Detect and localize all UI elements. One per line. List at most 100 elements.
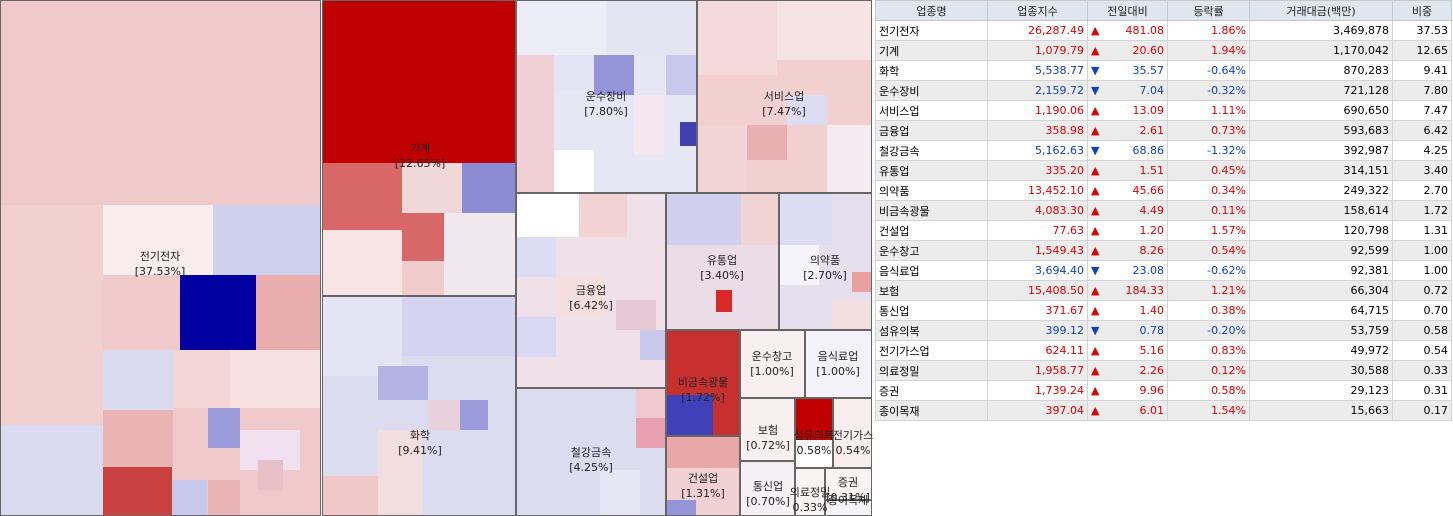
value-cell: 12.65 (1392, 40, 1453, 61)
sector-name-cell: 증권 (875, 380, 988, 401)
value-cell: 0.31 (1392, 380, 1453, 401)
value-cell: 77.63 (987, 220, 1088, 241)
sector-weight: [4.25%] (569, 461, 613, 474)
stock-tile (0, 205, 103, 425)
value-cell: 1.86% (1167, 20, 1251, 41)
value-cell: 6.42 (1392, 120, 1453, 141)
value-cell: 1.51 (1105, 160, 1169, 181)
sector-border (779, 193, 872, 330)
value-cell: ▼ (1087, 140, 1106, 161)
stock-tile (779, 193, 832, 245)
value-cell: ▼ (1087, 80, 1106, 101)
value-cell: 0.70 (1392, 300, 1453, 321)
stock-tile (322, 163, 402, 230)
sector-name: 금융업 (576, 284, 606, 297)
stock-tile (103, 467, 172, 516)
value-cell: 3.40 (1392, 160, 1453, 181)
stock-tile (832, 300, 872, 330)
value-cell: 0.54% (1167, 240, 1251, 261)
stock-tile (666, 500, 696, 516)
value-cell: 68.86 (1105, 140, 1169, 161)
stock-tile (787, 95, 827, 125)
value-cell: -0.20% (1167, 320, 1251, 341)
value-cell: 9.96 (1105, 380, 1169, 401)
value-cell: 1,549.43 (987, 240, 1088, 261)
value-cell: 0.58% (1167, 380, 1251, 401)
treemap: 전기전자 [37.53%] 기계 [12.65%] 화학 [9.41%] 운수장비 [7.80… (0, 0, 873, 516)
value-cell: 4.49 (1105, 200, 1169, 221)
sector-name: 의약품 (810, 253, 840, 267)
sector-name-cell: 의료정밀 (875, 360, 988, 381)
value-cell: 37.53 (1392, 20, 1453, 41)
sector-name-cell: 기계 (875, 40, 988, 61)
value-cell: 4,083.30 (987, 200, 1088, 221)
stock-tile (777, 0, 872, 60)
stock-tile (516, 388, 636, 428)
sector-name: 화학 (410, 429, 430, 442)
stock-tile (208, 408, 240, 448)
sector-weight: [12.65%] (395, 157, 446, 170)
sector-border (805, 330, 872, 398)
value-cell: 0.54 (1392, 340, 1453, 361)
value-cell: 30,588 (1249, 360, 1394, 381)
value-cell: 7.80 (1392, 80, 1453, 101)
stock-tile (378, 366, 428, 400)
stock-tile (103, 410, 173, 467)
value-cell: 1.40 (1105, 300, 1169, 321)
sector-weight: [9.41%] (398, 444, 442, 457)
value-cell: ▲ (1087, 40, 1106, 61)
sector-border (795, 398, 833, 468)
sector-name-cell: 음식료업 (875, 260, 988, 281)
value-cell: 66,304 (1249, 280, 1394, 301)
value-cell: 0.72 (1392, 280, 1453, 301)
table-row: 유통업 335.20 ▲ 1.51 0.45% 314,151 3.40 (875, 160, 1453, 181)
table-row: 증권 1,739.24 ▲ 9.96 0.58% 29,123 0.31 (875, 380, 1453, 401)
sector-border (825, 468, 872, 500)
value-cell: 0.83% (1167, 340, 1251, 361)
column-header: 업종지수 (987, 0, 1088, 21)
sector-tile (740, 398, 795, 461)
value-cell: 15,663 (1249, 400, 1394, 421)
sector-border (740, 330, 805, 398)
sector-name: 비금속광물 (678, 376, 729, 389)
value-cell: 2.70 (1392, 180, 1453, 201)
sector-name: 종이목재 (828, 494, 868, 507)
value-cell: 1.20 (1105, 220, 1169, 241)
stock-tile (666, 436, 740, 468)
sector-name-cell: 금융업 (875, 120, 988, 141)
stock-tile (460, 400, 488, 430)
value-cell: 35.57 (1105, 60, 1169, 81)
value-cell: 0.17 (1392, 400, 1453, 421)
sector-name: 보험 (758, 424, 778, 437)
sector-name-cell: 전기전자 (875, 20, 988, 41)
sector-name-cell: 섬유의복 (875, 320, 988, 341)
table-row: 보험 15,408.50 ▲ 184.33 1.21% 66,304 0.72 (875, 280, 1453, 301)
value-cell: 23.08 (1105, 260, 1169, 281)
value-cell: 64,715 (1249, 300, 1394, 321)
value-cell: 593,683 (1249, 120, 1394, 141)
stock-tile (322, 296, 402, 376)
value-cell: ▲ (1087, 100, 1106, 121)
value-cell: 45.66 (1105, 180, 1169, 201)
sector-name-cell: 의약품 (875, 180, 988, 201)
table-row: 기계 1,079.79 ▲ 20.60 1.94% 1,170,042 12.65 (875, 40, 1453, 61)
table-row: 운수창고 1,549.43 ▲ 8.26 0.54% 92,599 1.00 (875, 240, 1453, 261)
stock-tile (716, 290, 732, 312)
table-row: 의약품 13,452.10 ▲ 45.66 0.34% 249,322 2.70 (875, 180, 1453, 201)
value-cell: 1.94% (1167, 40, 1251, 61)
table-row: 서비스업 1,190.06 ▲ 13.09 1.11% 690,650 7.47 (875, 100, 1453, 121)
value-cell: 721,128 (1249, 80, 1394, 101)
value-cell: 1,958.77 (987, 360, 1088, 381)
value-cell: 29,123 (1249, 380, 1394, 401)
sector-name: 섬유의복 (794, 429, 834, 442)
value-cell: 49,972 (1249, 340, 1394, 361)
value-cell: 335.20 (987, 160, 1088, 181)
stock-tile (795, 398, 833, 440)
value-cell: ▲ (1087, 200, 1106, 221)
value-cell: 1,190.06 (987, 100, 1088, 121)
value-cell: ▲ (1087, 120, 1106, 141)
stock-tile (516, 317, 556, 357)
sector-border (322, 0, 516, 296)
value-cell: 7.04 (1105, 80, 1169, 101)
value-cell: 13,452.10 (987, 180, 1088, 201)
